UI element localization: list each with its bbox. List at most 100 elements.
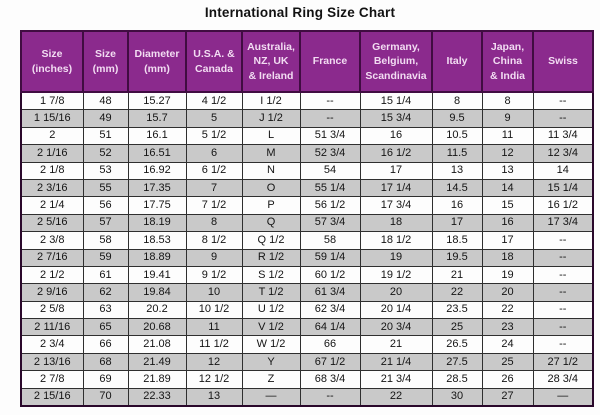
table-cell: -- — [532, 283, 594, 302]
table-cell: Y — [241, 352, 301, 372]
table-cell: 19.84 — [127, 283, 187, 302]
table-cell: 17 — [359, 161, 433, 180]
ring-size-table: Size (inches) Size (mm) Diameter (mm) U.S.A… — [20, 30, 594, 408]
table-cell: -- — [299, 387, 361, 407]
page-title: International Ring Size Chart — [204, 5, 396, 20]
table-cell: -- — [532, 300, 594, 320]
table-cell: 20 1/4 — [359, 300, 433, 320]
table-cell: M — [241, 144, 301, 163]
table-cell: T 1/2 — [241, 283, 301, 302]
table-cell: 13 — [185, 387, 243, 407]
table-cell: -- — [532, 265, 594, 285]
table-cell: 28 3/4 — [532, 370, 594, 389]
table-cell: 66 — [82, 335, 129, 354]
table-cell: 8 — [481, 91, 534, 111]
table-cell: 70 — [82, 387, 129, 407]
table-cell: 14 — [532, 161, 594, 180]
table-row: 2 5/16 57 18.19 8 Q 57 3/4 18 17 16 17 3/4 — [20, 213, 594, 233]
table-cell: 27 — [481, 387, 534, 407]
table-row: 2 9/16 62 19.84 10 T 1/2 61 3/4 20 22 20 -- — [20, 283, 594, 302]
table-cell: 23 — [481, 318, 534, 337]
table-cell: 22 — [359, 387, 433, 407]
table-cell: 2 — [20, 126, 84, 146]
table-cell: 18 1/2 — [359, 231, 433, 250]
column-header-2: Diameter (mm) — [127, 30, 187, 93]
table-cell: 21.89 — [127, 370, 187, 389]
table-cell: I 1/2 — [241, 91, 301, 111]
table-cell: 68 — [82, 352, 129, 372]
table-cell: 2 1/4 — [20, 196, 84, 215]
table-cell: 2 15/16 — [20, 387, 84, 407]
table-cell: 1 15/16 — [20, 109, 84, 128]
table-cell: 2 13/16 — [20, 352, 84, 372]
table-cell: 15.27 — [127, 91, 187, 111]
table-cell: 61 3/4 — [299, 283, 361, 302]
table-cell: 16.1 — [127, 126, 187, 146]
table-cell: Q — [241, 213, 301, 233]
table-cell: 17.35 — [127, 178, 187, 198]
table-cell: 5 1/2 — [185, 126, 243, 146]
table-cell: 9 — [185, 248, 243, 267]
table-cell: 2 1/16 — [20, 144, 84, 163]
table-cell: 69 — [82, 370, 129, 389]
table-cell: -- — [532, 109, 594, 128]
table-cell: 2 3/16 — [20, 178, 84, 198]
table-cell: 10.5 — [431, 126, 483, 146]
table-cell: 64 1/4 — [299, 318, 361, 337]
table-cell: -- — [532, 231, 594, 250]
table-row: 2 15/16 70 22.33 13— -- 22 30 27— — [20, 387, 594, 407]
table-cell: 9 — [481, 109, 534, 128]
table-cell: V 1/2 — [241, 318, 301, 337]
column-header-4: Australia, NZ, UK & Ireland — [241, 30, 301, 93]
table-header-row: Size (inches) Size (mm) Diameter (mm) U.S.A… — [20, 30, 594, 93]
table-cell: 19 1/2 — [359, 265, 433, 285]
table-cell: 18 — [359, 213, 433, 233]
table-cell: 2 7/8 — [20, 370, 84, 389]
table-cell: 17 — [431, 213, 483, 233]
table-cell: 8 — [431, 91, 483, 111]
table-cell: 60 1/2 — [299, 265, 361, 285]
table-cell: 23.5 — [431, 300, 483, 320]
table-cell: 7 1/2 — [185, 196, 243, 215]
table-cell: 67 1/2 — [299, 352, 361, 372]
table-cell: 57 — [82, 213, 129, 233]
table-cell: 15 — [481, 196, 534, 215]
table-cell: 55 1/4 — [299, 178, 361, 198]
table-cell: 18.53 — [127, 231, 187, 250]
table-cell: W 1/2 — [241, 335, 301, 354]
table-cell: 22 — [481, 300, 534, 320]
table-cell: 68 3/4 — [299, 370, 361, 389]
table-cell: 56 — [82, 196, 129, 215]
table-cell: 16 — [359, 126, 433, 146]
table-cell: 12 — [481, 144, 534, 163]
table-cell: 10 1/2 — [185, 300, 243, 320]
table-cell: 2 9/16 — [20, 283, 84, 302]
column-header-6: Germany, Belgium, Scandinavia — [359, 30, 433, 93]
table-cell: 58 — [299, 231, 361, 250]
table-body: 1 7/8 48 15.27 4 1/2 I 1/2 -- 15 1/4 8 8 -- 1 15/1… — [20, 91, 594, 407]
table-row: 2 51 16.1 5 1/2 L 51 3/4 16 10.5 11 11 3/4 — [20, 126, 594, 146]
table-cell: 57 3/4 — [299, 213, 361, 233]
table-cell: 49 — [82, 109, 129, 128]
table-cell: 6 — [185, 144, 243, 163]
table-cell: -- — [532, 248, 594, 267]
table-cell: 66 — [299, 335, 361, 354]
table-cell: 24 — [481, 335, 534, 354]
table-cell: 20.2 — [127, 300, 187, 320]
table-cell: — — [532, 387, 594, 407]
column-header-9: Swiss — [532, 30, 594, 93]
table-cell: 58 — [82, 231, 129, 250]
table-row: 2 1/4 56 17.75 7 1/2 P 56 1/2 17 3/4 16 15 16 1/2 — [20, 196, 594, 215]
table-cell: 26 — [481, 370, 534, 389]
table-row: 2 1/8 53 16.92 6 1/2 N 54 17 13 13 14 — [20, 161, 594, 180]
table-cell: 9.5 — [431, 109, 483, 128]
table-cell: 13 — [431, 161, 483, 180]
table-cell: 19.5 — [431, 248, 483, 267]
table-cell: 17.75 — [127, 196, 187, 215]
table-cell: 19.41 — [127, 265, 187, 285]
table-cell: 2 1/8 — [20, 161, 84, 180]
table-cell: 15.7 — [127, 109, 187, 128]
table-cell: 6 1/2 — [185, 161, 243, 180]
table-row: 2 7/8 69 21.89 12 1/2 Z 68 3/4 21 3/4 28.5 26 28 … — [20, 370, 594, 389]
